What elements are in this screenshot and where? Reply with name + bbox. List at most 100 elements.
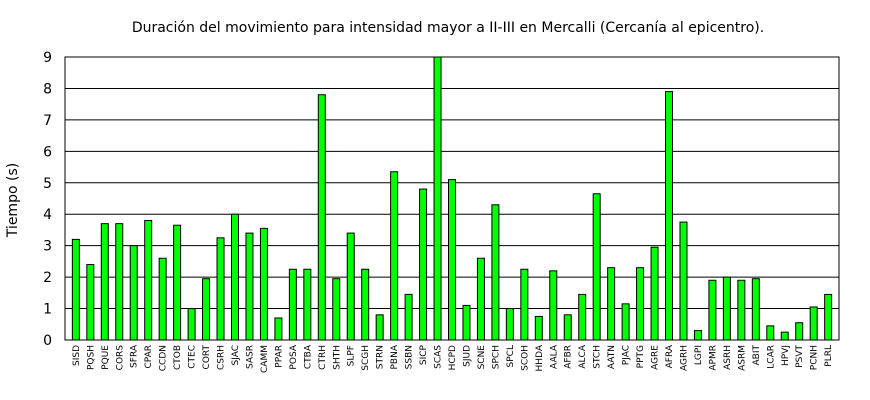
x-tick-label: SCAS [434,345,444,369]
x-tick-label: APMR [708,345,718,371]
x-tick-label: STCH [593,345,603,369]
x-tick-label: SICP [419,344,429,365]
x-tick-label: PPAR [274,345,284,368]
bar-sfra [129,245,138,341]
bar-sicp [419,188,428,341]
bar-hhda [534,315,543,341]
bar-shth [332,278,341,341]
y-tick-label: 1 [43,302,52,318]
bar-ccdn [158,257,167,341]
x-tick-label: HCPD [448,345,458,370]
bar-sjud [462,304,471,341]
x-tick-label: CTEC [188,345,198,369]
x-tick-label: CTRH [318,345,328,370]
bar-csrh [216,237,225,341]
x-tick-label: PBNA [390,344,400,369]
x-tick-label: AGRE [651,345,661,370]
x-tick-label: ALCA [578,344,588,368]
x-tick-label: SJAC [231,345,241,366]
bar-cpar [144,220,153,341]
bar-sjac [230,213,239,341]
x-tick-label: SCGH [361,345,371,371]
y-axis-label: Tiempo (s) [5,163,21,238]
bar-pbna [390,171,399,341]
bar-hpvj [780,331,789,341]
x-tick-label: HHDA [535,344,545,371]
chart-title: Duración del movimiento para intensidad … [132,20,764,36]
x-tick-label: PQUE [101,345,111,370]
bar-asrh [722,276,731,341]
bar-lcar [766,325,775,341]
bar-aatn [607,267,616,341]
bar-agrh [679,221,688,341]
bar-camm [259,227,268,341]
x-tick-label: HPVJ [781,345,791,366]
bar-ctba [303,268,312,341]
x-tick-label: PCNH [810,345,820,370]
bar-sisd [71,238,80,341]
bar-cors [115,223,124,341]
bar-scgh [361,268,370,341]
x-tick-label: LCAR [766,345,776,369]
x-tick-label: PLRL [824,345,834,367]
y-tick-label: 7 [43,113,52,129]
bar-scne [476,257,485,341]
plot-frame [64,56,840,341]
x-tick-label: POSA [289,344,299,369]
bar-pque [100,223,109,341]
bar-scoh [520,268,529,341]
x-tick-label: SASR [245,345,255,369]
y-tick-label: 4 [43,207,52,223]
bar-apmr [708,279,717,341]
x-tick-label: CTBA [303,344,313,369]
bar-asrm [737,279,746,341]
bar-ssbn [404,293,413,341]
y-tick-label: 8 [43,81,52,97]
x-tick-label: PQSH [86,345,96,370]
x-tick-label: SPCH [491,345,501,369]
x-tick-label: AATN [607,345,617,369]
y-axis-ticks: 0 1 2 3 4 5 6 7 8 9 [43,50,52,349]
bar-slpf [346,232,355,341]
bar-alca [578,293,587,341]
bar-strn [375,314,384,341]
bar-ctob [173,224,182,341]
x-tick-label: SJUD [462,345,472,367]
x-tick-label: CTOB [173,345,183,370]
bar-plrl [824,293,833,341]
x-tick-label: AFBR [564,345,574,369]
x-tick-label: SCOH [520,345,530,371]
bar-pptg [636,267,645,341]
bar-pjac [621,303,630,341]
y-tick-label: 0 [43,333,52,349]
x-tick-label: PJAC [622,345,632,365]
bar-afra [665,91,674,341]
x-axis-ticks: SISD PQSH PQUE CORS SFRA CPAR CCDN CTOB CTEC CORT… [72,344,834,373]
x-tick-label: PPTG [636,345,646,368]
x-tick-label: ASRM [737,345,747,371]
x-tick-label: ASRH [723,345,733,370]
bar-agre [650,246,659,341]
bar-ctec [187,308,196,341]
bar-lgpi [693,330,702,341]
x-tick-label: CORS [115,345,125,371]
x-tick-label: PSVT [795,345,805,368]
x-tick-label: SLPF [347,345,357,366]
x-tick-label: AGRH [679,345,689,371]
x-tick-label: AALA [549,344,559,369]
x-tick-label: CCDN [159,345,169,371]
x-tick-label: SFRA [130,344,140,368]
y-tick-label: 3 [43,239,52,255]
bar-scas [433,56,442,341]
bar-spcl [505,308,514,341]
x-tick-label: CORT [202,345,212,370]
x-tick-label: CPAR [144,345,154,369]
bar-posa [288,268,297,341]
x-tick-label: STRN [376,345,386,369]
bar-abit [751,278,760,341]
bar-psvt [795,322,804,341]
x-tick-label: ABIT [752,344,762,365]
x-tick-label: SSBN [405,345,415,369]
bar-pcnh [809,306,818,341]
x-tick-label: AFRA [665,344,675,368]
